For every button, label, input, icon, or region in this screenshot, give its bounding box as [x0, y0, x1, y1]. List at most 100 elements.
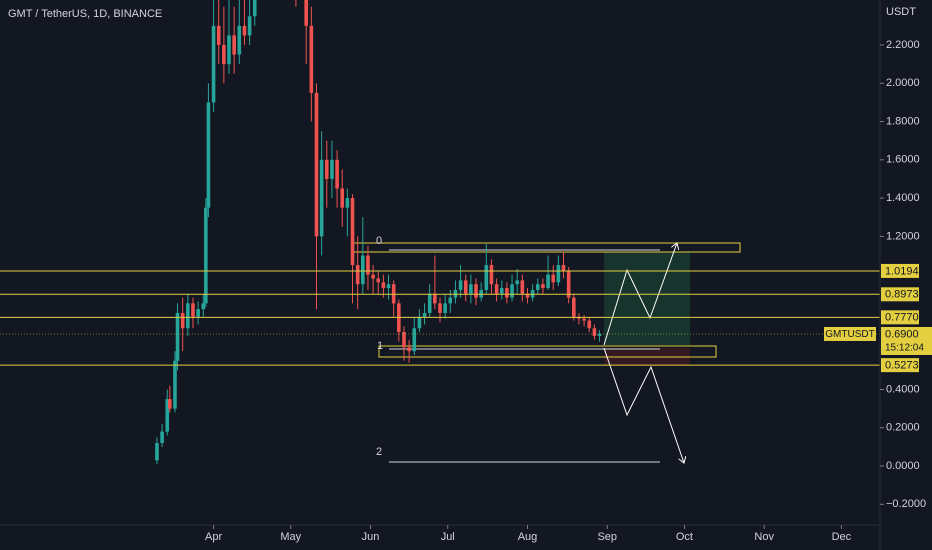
y-axis-label: USDT [886, 6, 916, 18]
candle-body [402, 332, 406, 348]
candle-body [252, 0, 257, 17]
candle-body [381, 282, 386, 289]
candle-body [494, 284, 499, 294]
candle-body [216, 25, 221, 45]
candle-body [412, 328, 417, 352]
last-price-tag [881, 326, 932, 355]
candle-body [366, 255, 370, 275]
candle-body [165, 399, 170, 432]
candle-body [463, 280, 468, 294]
candle-body [561, 265, 566, 271]
candle-body [247, 16, 252, 36]
candle-body [422, 312, 427, 317]
candle-body [541, 284, 545, 289]
candle-body [155, 443, 159, 461]
support-box [378, 345, 717, 358]
level-tag [881, 263, 919, 278]
candle-body [204, 207, 208, 304]
candle-body [173, 360, 177, 409]
candle-body [309, 25, 314, 93]
candle-body [587, 320, 592, 329]
candle-body [386, 284, 391, 289]
candle-body [535, 284, 540, 290]
level-label: 1.0194 [885, 265, 919, 277]
candle-body [448, 297, 453, 304]
y-tick-label: 2.2000 [886, 39, 920, 51]
candle-body [355, 265, 360, 285]
y-tick-label: 1.2000 [886, 230, 920, 242]
candle-body [201, 303, 206, 310]
candle-body [180, 312, 185, 329]
candle-body [433, 293, 437, 304]
candle-body [515, 280, 519, 285]
y-tick-label: 1.4000 [886, 192, 920, 204]
x-tick-label: Nov [754, 531, 774, 543]
candle-body [499, 288, 504, 294]
candle-body [582, 318, 586, 321]
candle-body [391, 284, 396, 304]
candle-body [427, 293, 432, 313]
candle-body [417, 316, 422, 329]
candle-body [458, 280, 463, 290]
x-tick-label: Dec [832, 531, 852, 543]
y-tick-label: 0.0000 [886, 460, 920, 472]
plot [0, 0, 880, 465]
candle-body [469, 284, 473, 294]
candle-body [530, 289, 535, 298]
candle-body [222, 44, 226, 65]
last-price-label: 0.6900 [885, 328, 919, 340]
x-tick-label: May [280, 531, 301, 543]
level-label: 0.8973 [885, 289, 919, 301]
candle-body [319, 159, 324, 237]
level-tag [881, 287, 919, 302]
candle-body [525, 293, 530, 298]
candle-body [484, 265, 489, 290]
candle-body [345, 198, 350, 208]
candle-body [505, 288, 509, 298]
fib-label: 0 [376, 235, 382, 247]
level-label: 0.7770 [885, 312, 919, 324]
candle-body [479, 289, 483, 298]
y-tick-label: −0.2000 [886, 498, 926, 510]
candle-body [546, 274, 550, 289]
level-tag [881, 358, 919, 373]
candle-body [566, 270, 571, 298]
level-tag [881, 310, 919, 325]
candle-body [191, 303, 195, 317]
candle-body [453, 289, 458, 298]
y-tick-label: 1.8000 [886, 115, 920, 127]
candle-body [335, 159, 339, 189]
symbol-label: GMTUSDT [825, 329, 874, 340]
candle-body [371, 274, 375, 279]
x-tick-label: Aug [518, 531, 538, 543]
y-tick-label: 0.2000 [886, 422, 920, 434]
candle-body [186, 303, 190, 329]
candle-body [330, 159, 334, 179]
candle-body [443, 303, 447, 313]
candle-body [175, 312, 180, 361]
fib-label: 1 [377, 340, 383, 352]
candle-body [556, 265, 561, 283]
candle-body [376, 278, 381, 283]
y-tick-label: 0.4000 [886, 383, 920, 395]
chart-title: GMT / TetherUS, 1D, BINANCE [8, 8, 162, 20]
candle-body [242, 25, 247, 36]
x-tick-label: Apr [205, 531, 222, 543]
symbol-tag [824, 326, 876, 341]
candle-body [407, 347, 411, 352]
candle-body [237, 25, 242, 55]
candle-body [324, 159, 329, 179]
target-zone [604, 252, 690, 345]
x-tick-label: Sep [597, 531, 617, 543]
candle-body [350, 198, 355, 266]
bear-arrow [603, 347, 684, 463]
level-label: 0.5273 [885, 360, 919, 372]
candle-body [361, 255, 365, 285]
candle-body [206, 102, 211, 208]
fib-label: 2 [376, 446, 382, 458]
x-tick-label: Jun [362, 531, 380, 543]
y-tick-label: 2.0000 [886, 77, 920, 89]
candle-body [304, 0, 308, 26]
candle-body [314, 92, 319, 237]
